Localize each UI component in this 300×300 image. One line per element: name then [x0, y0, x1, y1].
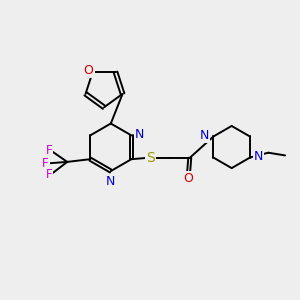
Text: N: N	[254, 150, 263, 163]
Text: O: O	[84, 64, 94, 77]
Text: F: F	[42, 157, 49, 170]
Text: S: S	[146, 151, 155, 165]
Text: N: N	[135, 128, 144, 141]
Text: F: F	[46, 144, 52, 157]
Text: O: O	[184, 172, 194, 185]
Text: F: F	[46, 168, 52, 181]
Text: N: N	[106, 175, 116, 188]
Text: N: N	[200, 129, 209, 142]
